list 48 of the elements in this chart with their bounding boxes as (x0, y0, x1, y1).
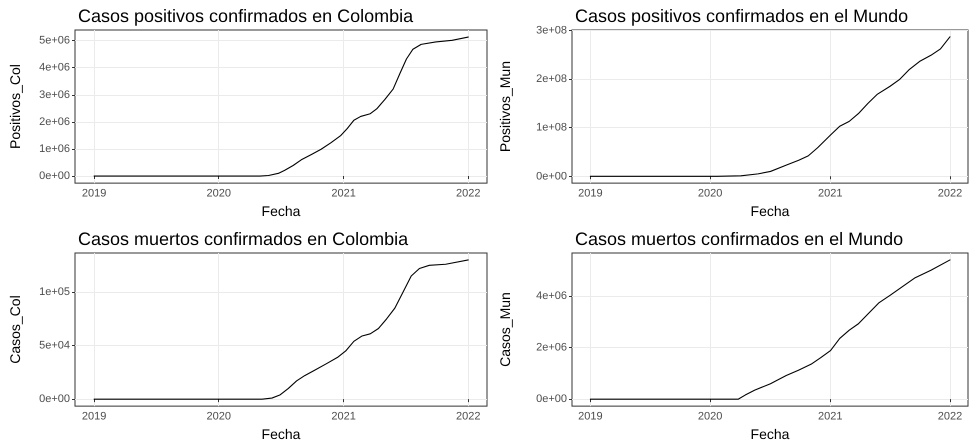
y-tick-label: 5e+04 (39, 340, 70, 352)
chart-title: Casos muertos confirmados en Colombia (78, 229, 410, 249)
y-tick-label: 1e+06 (39, 142, 70, 155)
y-axis-title: Positivos_Mun (497, 61, 513, 152)
y-tick-label: 2e+06 (536, 342, 567, 354)
y-tick-label: 3e+06 (39, 88, 70, 101)
y-tick-label: 3e+08 (536, 24, 567, 36)
chart-title: Casos muertos confirmados en el Mundo (575, 229, 904, 249)
y-axis-title: Casos_Col (7, 295, 23, 364)
y-tick-label: 2e+08 (536, 73, 567, 86)
x-tick-label: 2020 (206, 410, 231, 423)
x-tick-label: 2021 (818, 188, 842, 200)
x-tick-label: 2019 (82, 188, 106, 200)
x-tick-label: 2020 (206, 188, 231, 200)
line-series (94, 36, 469, 177)
y-axis-title: Positivos_Col (7, 64, 23, 149)
x-axis-title: Fecha (750, 426, 790, 442)
line-series (94, 259, 469, 400)
y-axis-title: Casos_Mun (497, 292, 513, 367)
x-tick-label: 2021 (331, 410, 356, 423)
x-axis-title: Fecha (262, 203, 301, 219)
y-tick-label: 2e+06 (39, 116, 70, 128)
y-tick-label: 0e+00 (536, 170, 567, 182)
y-tick-label: 1e+05 (39, 286, 70, 298)
x-tick-label: 2022 (938, 410, 962, 423)
y-tick-label: 4e+06 (39, 62, 70, 74)
x-tick-label: 2019 (82, 410, 106, 423)
x-tick-label: 2020 (698, 188, 722, 200)
y-tick-label: 0e+00 (536, 393, 567, 406)
x-tick-label: 2022 (456, 188, 480, 200)
x-axis-title: Fecha (750, 203, 790, 219)
chart-title: Casos positivos confirmados en el Mundo (575, 6, 908, 26)
chart-title: Casos positivos confirmados en Colombia (78, 6, 414, 26)
line-series (590, 259, 951, 400)
x-tick-label: 2021 (331, 188, 356, 200)
y-tick-label: 5e+06 (39, 34, 70, 47)
y-tick-label: 4e+06 (536, 290, 567, 302)
y-tick-label: 1e+08 (536, 122, 567, 134)
x-tick-label: 2019 (578, 188, 603, 200)
x-tick-label: 2020 (698, 410, 722, 423)
y-tick-label: 0e+00 (39, 170, 70, 182)
x-tick-label: 2022 (456, 410, 480, 423)
x-axis-title: Fecha (262, 426, 301, 442)
x-tick-label: 2021 (818, 410, 842, 423)
line-series (590, 36, 951, 177)
x-tick-label: 2022 (938, 188, 962, 200)
x-tick-label: 2019 (578, 410, 603, 423)
y-tick-label: 0e+00 (39, 393, 70, 406)
